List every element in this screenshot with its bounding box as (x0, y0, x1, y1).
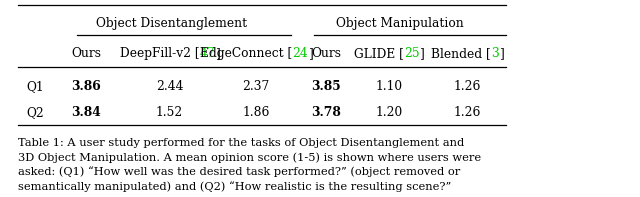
Text: ]: ] (499, 47, 503, 60)
Text: 3.86: 3.86 (72, 80, 101, 93)
Text: ]: ] (419, 47, 424, 60)
Text: 3D Object Manipulation. A mean opinion score (1-5) is shown where users were: 3D Object Manipulation. A mean opinion s… (18, 152, 481, 163)
Text: 1.86: 1.86 (243, 106, 269, 119)
Text: 1.20: 1.20 (376, 106, 403, 119)
Text: 3: 3 (491, 47, 499, 60)
Text: ]: ] (308, 47, 312, 60)
Text: 1.10: 1.10 (376, 80, 403, 93)
Text: 3.84: 3.84 (72, 106, 101, 119)
Text: 24: 24 (292, 47, 308, 60)
Text: Blended [: Blended [ (431, 47, 491, 60)
Text: semantically manipulated) and (Q2) “How realistic is the resulting scene?”: semantically manipulated) and (Q2) “How … (18, 181, 451, 192)
Text: 1.26: 1.26 (454, 106, 481, 119)
Text: 3.78: 3.78 (312, 106, 341, 119)
Text: Q2: Q2 (26, 106, 44, 119)
Text: ]: ] (215, 47, 220, 60)
Text: Ours: Ours (312, 47, 341, 60)
Text: 25: 25 (404, 47, 419, 60)
Text: asked: (Q1) “How well was the desired task performed?” (object removed or: asked: (Q1) “How well was the desired ta… (18, 167, 460, 177)
Text: 1.26: 1.26 (454, 80, 481, 93)
Text: EdgeConnect [: EdgeConnect [ (200, 47, 292, 60)
Text: Object Disentanglement: Object Disentanglement (96, 17, 247, 30)
Text: Table 1: A user study performed for the tasks of Object Disentanglement and: Table 1: A user study performed for the … (18, 138, 464, 148)
Text: Ours: Ours (72, 47, 101, 60)
Text: Object Manipulation: Object Manipulation (336, 17, 464, 30)
Text: GLIDE [: GLIDE [ (354, 47, 404, 60)
Text: 2.44: 2.44 (156, 80, 183, 93)
Text: Q1: Q1 (26, 80, 44, 93)
Text: DeepFill-v2 [: DeepFill-v2 [ (120, 47, 199, 60)
Text: 47: 47 (199, 47, 215, 60)
Text: 1.52: 1.52 (156, 106, 183, 119)
Text: 3.85: 3.85 (312, 80, 341, 93)
Text: 2.37: 2.37 (243, 80, 269, 93)
